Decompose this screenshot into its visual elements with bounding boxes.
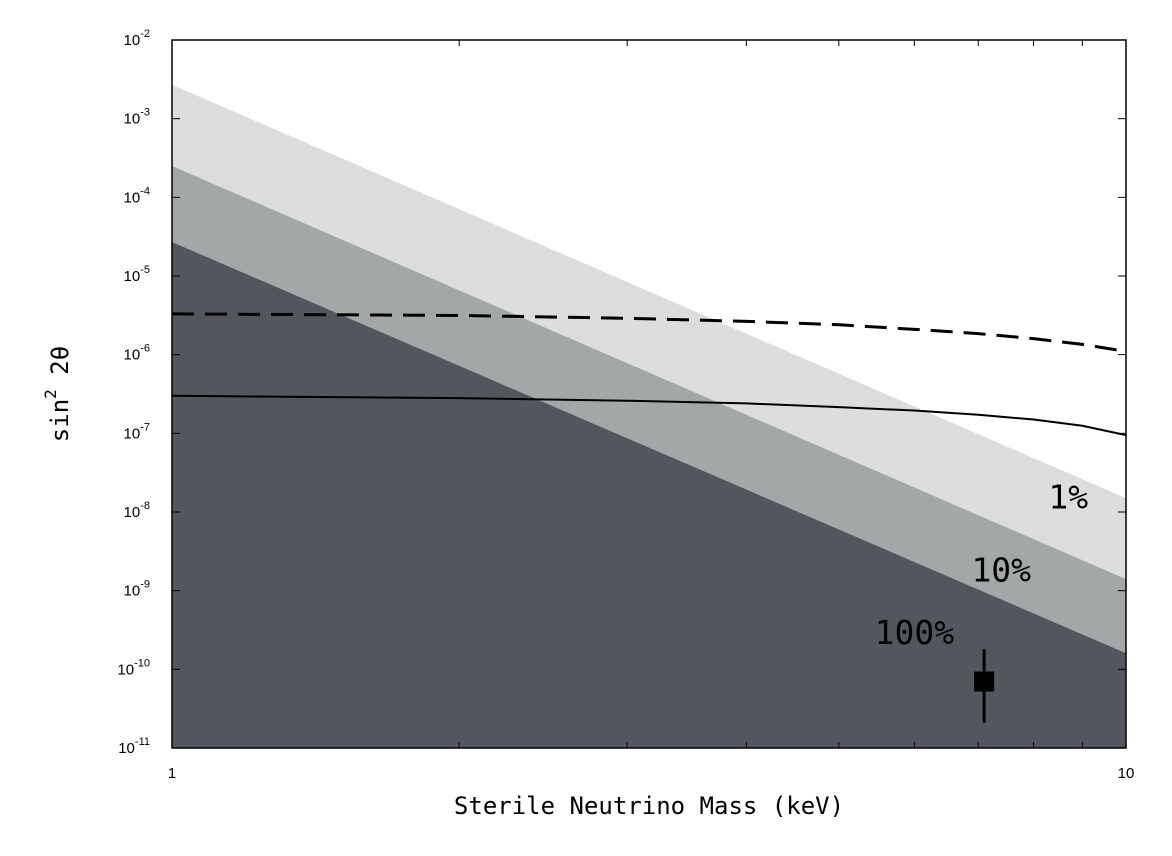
y-tick-label: 10-3 <box>124 107 150 128</box>
y-tick-label: 10-7 <box>124 421 150 442</box>
y-tick-label: 10-2 <box>124 28 150 49</box>
plot-frame <box>171 39 1127 749</box>
y-axis-title: sin2 2θ <box>41 346 74 442</box>
y-tick-label: 10-6 <box>124 343 150 364</box>
band-label-3: 100% <box>875 613 955 652</box>
x-tick-label: 10 <box>1118 765 1135 782</box>
y-tick-label: 10-11 <box>118 736 150 757</box>
dashed-curve <box>172 312 1126 353</box>
y-tick-label: 10-9 <box>124 579 150 600</box>
band-label-1: 1% <box>1048 478 1088 517</box>
band-label-2: 10% <box>971 551 1031 590</box>
y-tick-label: 10-5 <box>124 264 150 285</box>
solid-curve <box>172 394 1126 437</box>
y-tick-label: 10-10 <box>117 657 150 678</box>
y-tick-label: 10-8 <box>124 500 150 521</box>
band-3 <box>172 242 1126 748</box>
x-tick-label: 1 <box>168 765 176 782</box>
x-axis-title: Sterile Neutrino Mass (keV) <box>454 792 844 820</box>
y-tick-label: 10-4 <box>124 185 150 206</box>
data-point-marker <box>974 671 995 692</box>
